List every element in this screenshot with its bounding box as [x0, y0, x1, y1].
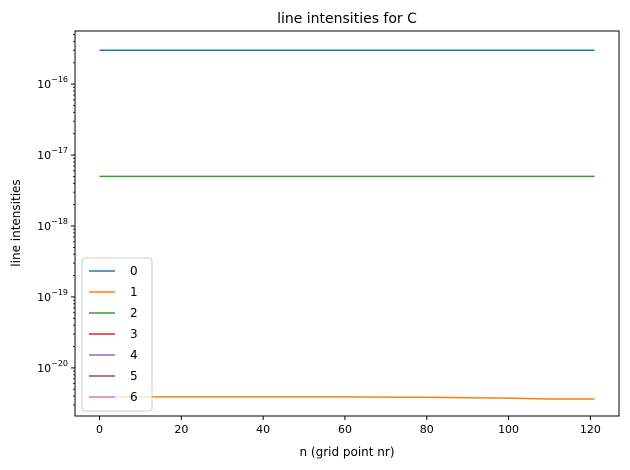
series-line-1: [99, 396, 595, 400]
x-tick-label: 60: [338, 423, 352, 436]
plot-area: [74, 30, 620, 417]
legend-label-5: 5: [130, 369, 138, 383]
legend-label-1: 1: [130, 285, 138, 299]
x-axis-label: n (grid point nr): [299, 445, 394, 459]
legend-label-2: 2: [130, 306, 138, 320]
legend-label-4: 4: [130, 348, 138, 362]
legend: 0 1 2 3 4 5 6: [81, 257, 153, 412]
axes-frame: [74, 30, 620, 417]
legend-box: [81, 257, 153, 412]
y-axis-ticks: 10−20 10−19 10−18 10−17 10−16: [37, 34, 75, 406]
x-axis-ticks: 0 20 40 60 80 100 120: [96, 416, 601, 436]
x-tick-label: 20: [174, 423, 188, 436]
legend-label-3: 3: [130, 327, 138, 341]
y-axis-label: line intensities: [9, 179, 23, 266]
x-tick-label: 80: [420, 423, 434, 436]
x-tick-label: 120: [580, 423, 601, 436]
y-tick-label: 10−16: [37, 75, 68, 91]
series-layer: [99, 49, 595, 400]
chart-title: line intensities for C: [277, 11, 417, 27]
x-tick-label: 40: [256, 423, 270, 436]
legend-label-6: 6: [130, 390, 138, 404]
x-tick-label: 100: [498, 423, 519, 436]
y-tick-label: 10−18: [37, 217, 68, 233]
x-tick-label: 0: [96, 423, 103, 436]
y-tick-label: 10−19: [37, 288, 68, 304]
y-tick-label: 10−17: [37, 146, 68, 162]
legend-label-0: 0: [130, 264, 138, 278]
y-tick-label: 10−20: [37, 359, 68, 375]
